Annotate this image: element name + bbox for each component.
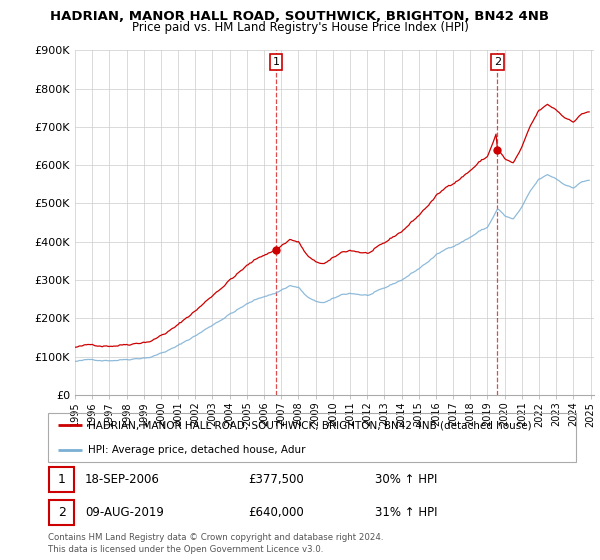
Text: £640,000: £640,000: [248, 506, 304, 519]
Text: 09-AUG-2019: 09-AUG-2019: [85, 506, 164, 519]
Text: 2: 2: [494, 57, 501, 67]
Text: Contains HM Land Registry data © Crown copyright and database right 2024.
This d: Contains HM Land Registry data © Crown c…: [48, 533, 383, 554]
Text: HADRIAN, MANOR HALL ROAD, SOUTHWICK, BRIGHTON, BN42 4NB: HADRIAN, MANOR HALL ROAD, SOUTHWICK, BRI…: [50, 10, 550, 23]
Text: 31% ↑ HPI: 31% ↑ HPI: [376, 506, 438, 519]
Text: HPI: Average price, detached house, Adur: HPI: Average price, detached house, Adur: [88, 445, 305, 455]
Text: Price paid vs. HM Land Registry's House Price Index (HPI): Price paid vs. HM Land Registry's House …: [131, 21, 469, 34]
Text: 18-SEP-2006: 18-SEP-2006: [85, 473, 160, 486]
Text: 30% ↑ HPI: 30% ↑ HPI: [376, 473, 438, 486]
Text: HADRIAN, MANOR HALL ROAD, SOUTHWICK, BRIGHTON, BN42 4NB (detached house): HADRIAN, MANOR HALL ROAD, SOUTHWICK, BRI…: [88, 420, 531, 430]
Text: 2: 2: [58, 506, 65, 519]
Bar: [49, 467, 74, 492]
Text: £377,500: £377,500: [248, 473, 304, 486]
Text: 1: 1: [273, 57, 280, 67]
Text: 1: 1: [58, 473, 65, 486]
Bar: [49, 500, 74, 525]
